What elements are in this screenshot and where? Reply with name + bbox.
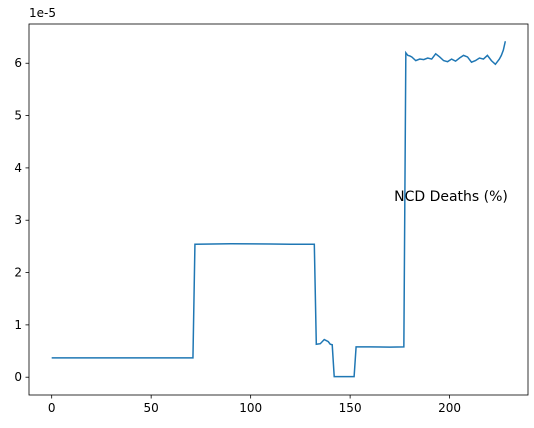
line xyxy=(51,41,507,378)
y-tick-label: 6 xyxy=(14,56,22,70)
y-tick-label: 0 xyxy=(14,370,22,384)
x-tick-label: 100 xyxy=(239,401,262,415)
y-tick-label: 5 xyxy=(14,109,22,123)
x-tick-label: 50 xyxy=(144,401,159,415)
annotation: NCD Deaths (%) xyxy=(394,189,508,205)
x-tick-label: 200 xyxy=(438,401,461,415)
y-tick-label: 4 xyxy=(14,161,22,175)
plot-frame xyxy=(28,23,529,396)
offset-label: 1e-5 xyxy=(29,6,56,20)
y-tick-label: 1 xyxy=(14,318,22,332)
x-tick-label: 150 xyxy=(339,401,362,415)
x-tick-label: 0 xyxy=(48,401,56,415)
y-tick-label: 3 xyxy=(14,213,22,227)
y-tick-label: 2 xyxy=(14,266,22,280)
